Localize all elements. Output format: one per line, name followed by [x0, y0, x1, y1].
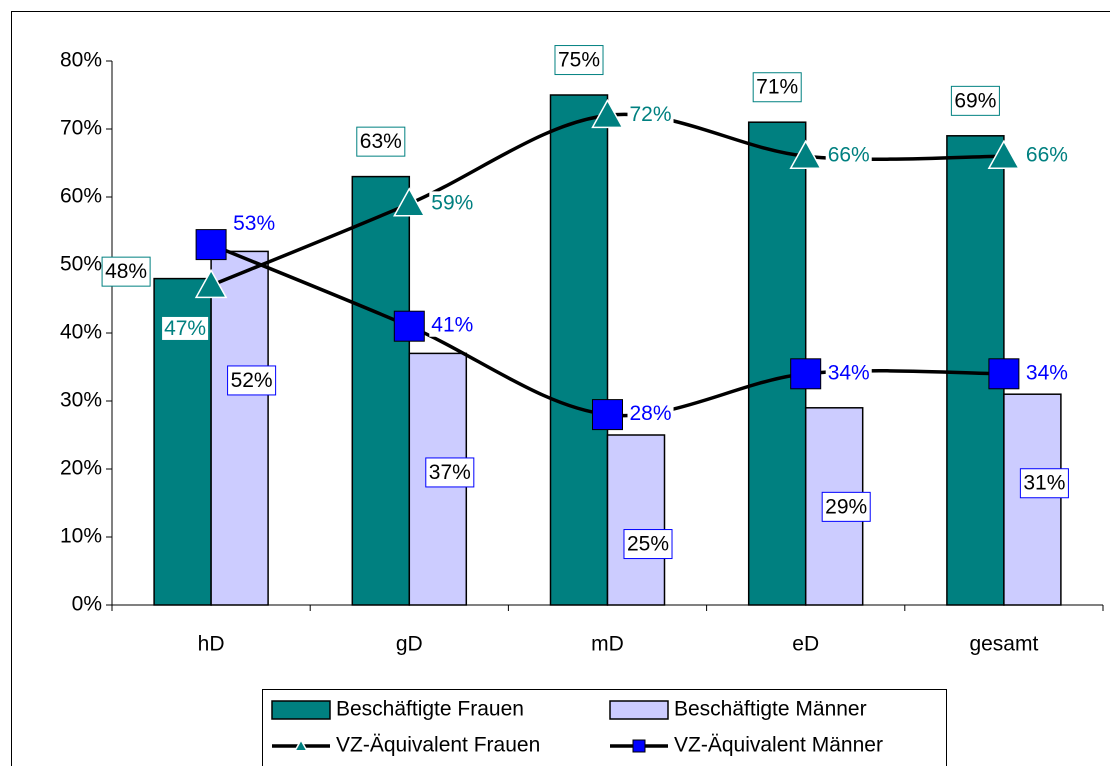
data-label: 63%	[360, 130, 402, 153]
data-label-box	[425, 457, 475, 488]
marker	[592, 399, 623, 431]
legend-box	[262, 689, 947, 766]
y-tick-label: 20%	[60, 457, 102, 480]
data-label: 47%	[164, 317, 206, 340]
x-tick-label: gesamt	[969, 633, 1038, 656]
bar	[351, 175, 411, 606]
y-tick-label: 60%	[60, 185, 102, 208]
legend-label: VZ-Äquivalent Frauen	[336, 734, 540, 757]
data-label: 48%	[105, 260, 147, 283]
data-label: 75%	[558, 49, 600, 72]
x-tick-label: gD	[396, 633, 423, 656]
data-label-bg	[825, 361, 872, 385]
data-label: 29%	[825, 495, 867, 518]
data-label: 66%	[828, 144, 870, 167]
marker	[194, 268, 228, 299]
y-tick-label: 70%	[60, 117, 102, 140]
data-label-box	[227, 365, 277, 396]
data-label: 72%	[630, 103, 672, 126]
bar	[1003, 393, 1062, 606]
data-label: 31%	[1023, 472, 1065, 495]
legend-swatch	[271, 700, 331, 720]
legend-label: Beschäftigte Männer	[674, 698, 867, 721]
marker	[591, 98, 624, 129]
data-label: 71%	[756, 76, 798, 99]
marker	[393, 187, 426, 217]
y-tick-label: 50%	[60, 253, 102, 276]
data-label: 25%	[627, 533, 669, 556]
marker	[293, 738, 309, 752]
data-label: 59%	[431, 191, 473, 214]
marker	[632, 739, 646, 753]
data-label-box	[821, 491, 871, 522]
data-label: 34%	[828, 361, 870, 384]
data-label-box	[752, 72, 802, 103]
data-label: 66%	[1026, 144, 1068, 167]
data-label: 52%	[231, 369, 273, 392]
marker	[790, 358, 822, 390]
data-label-bg	[627, 402, 674, 426]
data-label: 53%	[233, 212, 275, 235]
marker	[988, 358, 1020, 390]
data-label-box	[950, 85, 1000, 116]
data-label: 37%	[429, 461, 471, 484]
data-label: 34%	[1026, 361, 1068, 384]
legend-label: VZ-Äquivalent Männer	[674, 734, 883, 757]
y-tick-label: 40%	[60, 321, 102, 344]
data-label: 28%	[630, 402, 672, 425]
data-label-bg	[231, 212, 278, 236]
data-label-box	[554, 45, 604, 76]
bar	[549, 94, 609, 606]
data-label-bg	[825, 143, 872, 167]
x-tick-label: hD	[198, 633, 225, 656]
y-tick-label: 30%	[60, 389, 102, 412]
data-label-box	[623, 529, 673, 560]
marker	[987, 139, 1021, 169]
data-label: 41%	[431, 314, 473, 337]
x-tick-label: mD	[591, 633, 624, 656]
data-label-box	[101, 256, 151, 287]
data-label-box	[356, 126, 406, 157]
data-label-bg	[162, 316, 209, 340]
data-label-bg	[1023, 361, 1070, 385]
data-label-bg	[1023, 143, 1070, 167]
legend-swatch	[609, 700, 669, 720]
y-tick-label: 0%	[72, 593, 102, 616]
data-label-bg	[429, 191, 476, 215]
data-label: 69%	[954, 89, 996, 112]
marker	[393, 310, 425, 342]
marker	[789, 139, 822, 169]
data-label-box	[1019, 468, 1069, 499]
data-label-bg	[429, 313, 476, 337]
y-tick-label: 80%	[60, 49, 102, 72]
y-tick-label: 10%	[60, 525, 102, 548]
legend-label: Beschäftigte Frauen	[336, 698, 524, 721]
bar	[210, 250, 269, 606]
bar	[606, 434, 666, 606]
data-label-bg	[627, 102, 674, 126]
marker	[195, 229, 227, 261]
x-tick-label: eD	[792, 633, 819, 656]
